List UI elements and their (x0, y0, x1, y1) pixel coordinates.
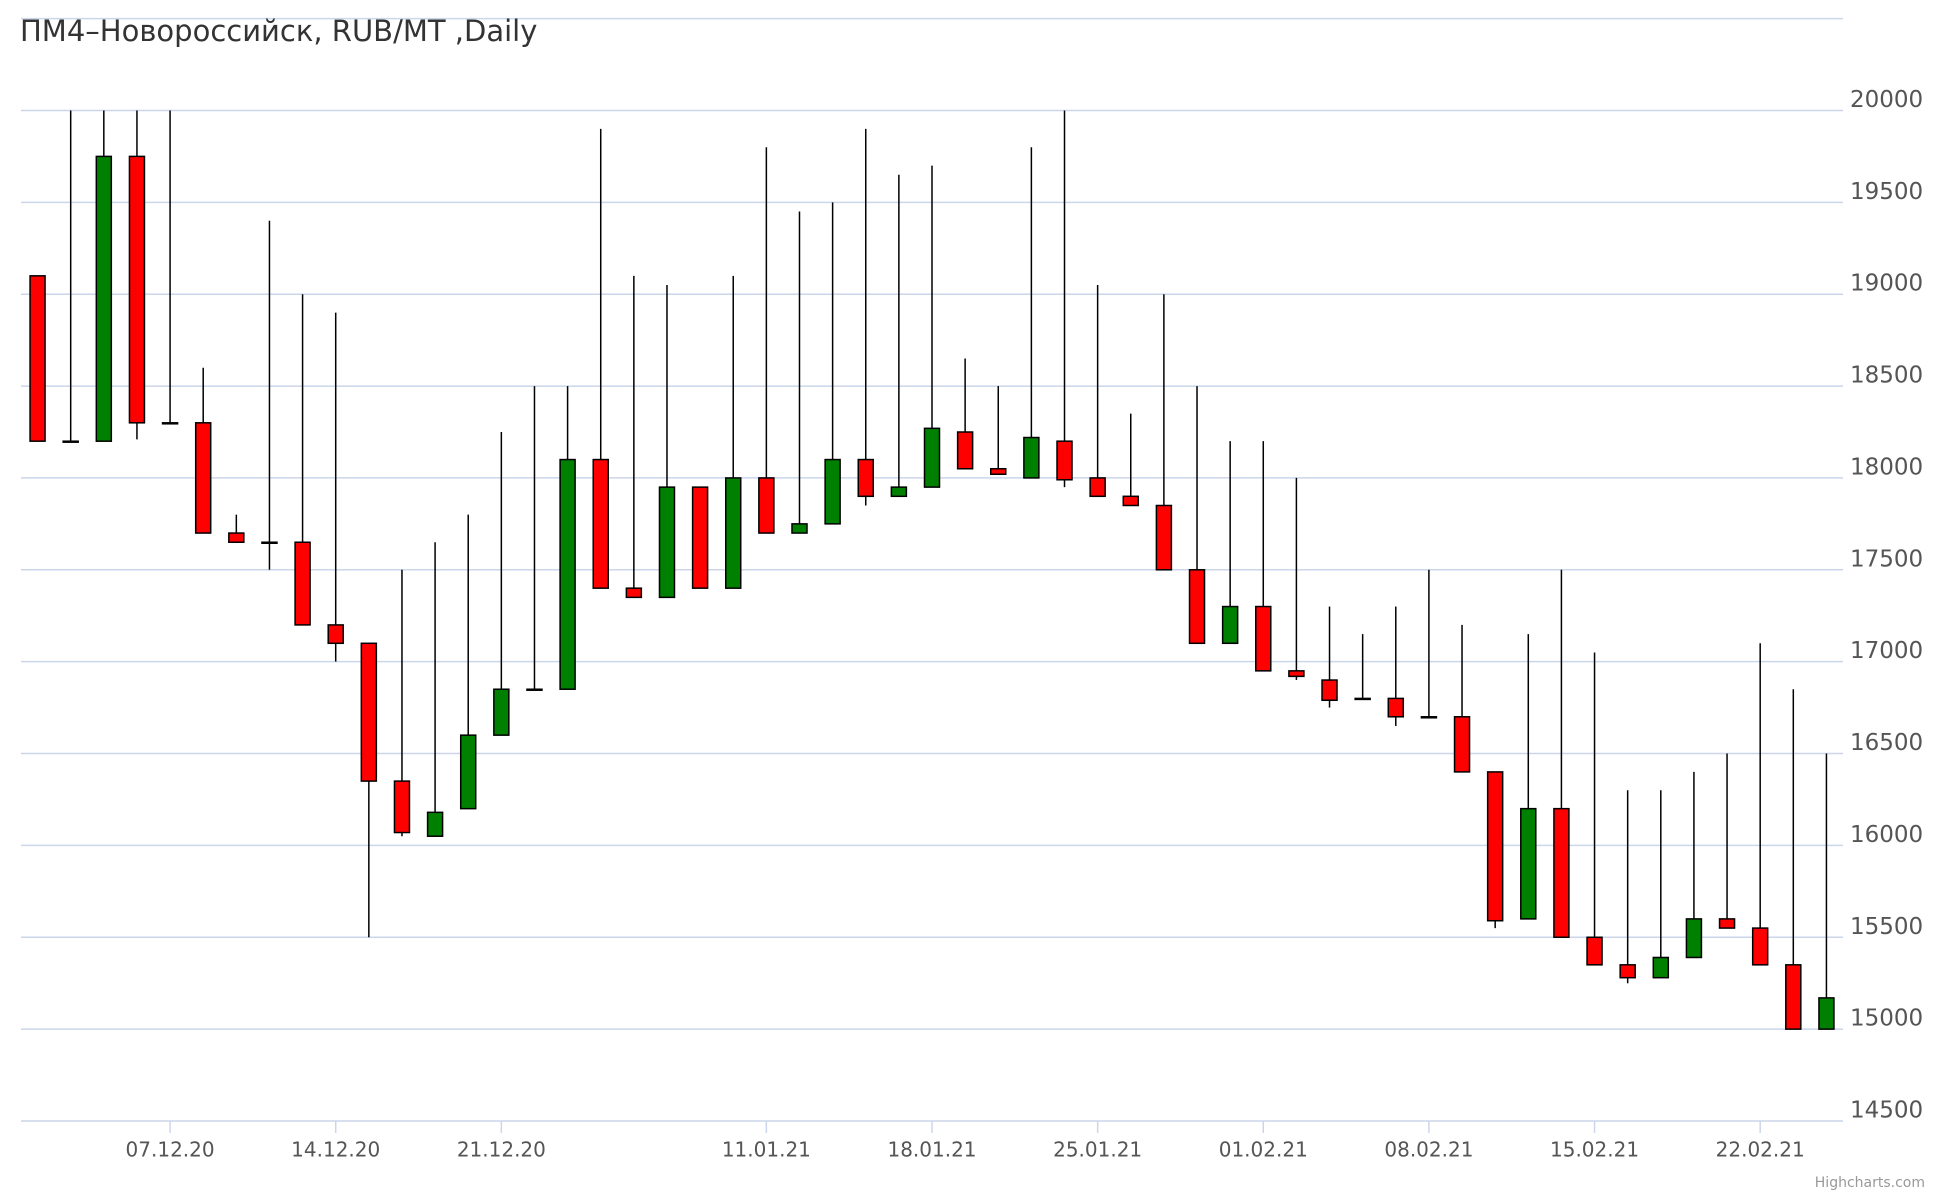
candle-body (294, 541, 311, 626)
candle-body (559, 458, 576, 690)
candle-body (625, 587, 643, 599)
y-tick-label: 16500 (1850, 730, 1923, 756)
y-tick-label: 18500 (1850, 363, 1923, 389)
candle-body (261, 541, 278, 544)
y-tick-label: 19500 (1850, 179, 1923, 205)
candle-body (890, 486, 908, 498)
candle-body (1586, 936, 1603, 966)
candle-body (1255, 605, 1272, 672)
y-tick-label: 20000 (1850, 87, 1923, 113)
candle-body (1321, 679, 1338, 702)
x-tick-label: 21.12.20 (457, 1138, 546, 1162)
candle-body (691, 486, 709, 589)
x-tick-label: 01.02.21 (1219, 1138, 1308, 1162)
candle-body (1288, 670, 1305, 678)
candle-body (1387, 697, 1405, 718)
candle-body (62, 440, 79, 443)
candle-body (459, 734, 477, 810)
candle-body (1520, 807, 1537, 920)
credit[interactable]: Highcharts.com (1815, 1175, 1925, 1191)
candle-body (1818, 997, 1835, 1030)
candle-body (758, 477, 775, 534)
candle-body (791, 523, 808, 534)
candle-body (857, 458, 874, 498)
candle-body (161, 422, 179, 425)
y-tick-label: 15500 (1850, 914, 1923, 940)
candle-body (426, 811, 444, 837)
candle-body (1486, 771, 1504, 922)
candle-body (724, 477, 742, 589)
candle-body (493, 688, 510, 736)
x-tick-label: 07.12.20 (126, 1138, 215, 1162)
candle-body (1089, 477, 1106, 498)
candle-body (1023, 436, 1040, 479)
y-tick-label: 18000 (1850, 454, 1923, 480)
candle-body (228, 532, 245, 543)
candle-body (29, 275, 46, 442)
candle-body (128, 155, 146, 424)
candle-body (1354, 697, 1371, 701)
candle-body (1188, 569, 1206, 645)
x-tick-label: 15.02.21 (1550, 1138, 1639, 1162)
x-tick-label: 22.02.21 (1716, 1138, 1805, 1162)
y-tick-label: 14500 (1850, 1098, 1923, 1124)
candle-body (1785, 964, 1802, 1030)
x-tick-label: 08.02.21 (1384, 1138, 1473, 1162)
y-tick-label: 19000 (1850, 271, 1923, 297)
candle-body (1122, 495, 1140, 507)
x-tick-label: 11.01.21 (722, 1138, 811, 1162)
candle-body (592, 458, 609, 589)
candle-body (824, 458, 841, 525)
y-tick-label: 17500 (1850, 546, 1923, 572)
candle-body (1155, 504, 1173, 571)
candle-body (1056, 440, 1073, 481)
candle-body (1652, 956, 1670, 979)
candle-body (990, 467, 1007, 476)
candle-body (1619, 964, 1636, 979)
candle-body (1453, 716, 1471, 773)
candle-body (1420, 716, 1438, 719)
candle-body (1718, 918, 1736, 929)
x-tick-label: 18.01.21 (887, 1138, 976, 1162)
y-tick-label: 15000 (1850, 1006, 1923, 1032)
candle-body (393, 780, 411, 834)
candle-body (327, 624, 344, 645)
y-tick-label: 17000 (1850, 638, 1923, 664)
chart-title: ПМ4–Новороссийск, RUB/MT ,Daily (20, 14, 537, 48)
candle-body (1685, 918, 1703, 959)
candle-body (956, 431, 974, 470)
candle-body (95, 155, 113, 442)
candle-body (1221, 605, 1239, 645)
candle-body (1553, 807, 1570, 939)
candle-body (360, 642, 378, 782)
candle-body (923, 427, 941, 488)
candle-body (658, 486, 676, 599)
x-tick-label: 25.01.21 (1053, 1138, 1142, 1162)
candle-body (194, 422, 212, 534)
y-tick-label: 16000 (1850, 822, 1923, 848)
x-tick-label: 14.12.20 (291, 1138, 380, 1162)
candle-body (1751, 927, 1769, 966)
candle-body (526, 688, 543, 691)
